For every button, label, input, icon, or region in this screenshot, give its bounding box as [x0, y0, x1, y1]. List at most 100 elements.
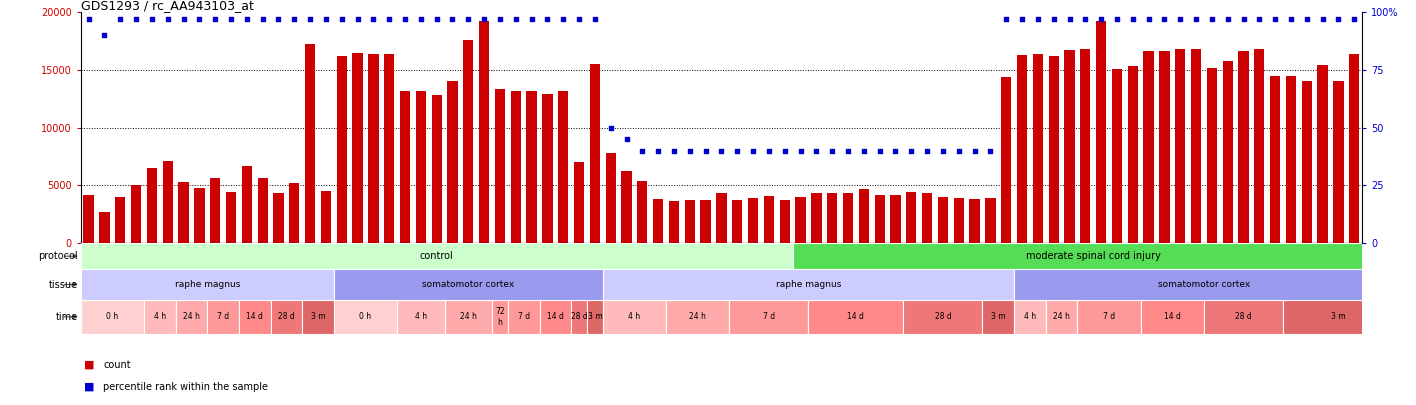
Bar — [1048, 56, 1059, 243]
Bar — [1222, 61, 1233, 243]
Bar — [763, 196, 775, 243]
Bar — [903, 300, 983, 334]
Bar — [1239, 51, 1249, 243]
Point — [235, 16, 258, 22]
Text: control: control — [419, 251, 453, 261]
Bar — [558, 91, 568, 243]
Bar — [368, 54, 378, 243]
Bar — [1317, 65, 1328, 243]
Bar — [1065, 50, 1075, 243]
Bar — [511, 91, 521, 243]
Point — [109, 16, 132, 22]
Text: 24 h: 24 h — [183, 312, 200, 322]
Text: 4 h: 4 h — [629, 312, 640, 322]
Bar — [1127, 66, 1138, 243]
Bar — [463, 40, 473, 243]
Point — [1137, 16, 1160, 22]
Point — [901, 147, 923, 154]
Text: 4 h: 4 h — [154, 312, 166, 322]
Bar — [1191, 49, 1201, 243]
Point — [709, 147, 733, 154]
Bar — [858, 189, 869, 243]
Bar — [732, 200, 742, 243]
Text: ■: ■ — [84, 360, 93, 369]
Text: 14 d: 14 d — [547, 312, 564, 322]
Bar — [606, 153, 616, 243]
Point — [916, 147, 939, 154]
Bar — [239, 300, 270, 334]
Point — [884, 147, 906, 154]
Point — [1296, 16, 1318, 22]
Bar — [491, 300, 508, 334]
Bar — [983, 300, 1014, 334]
Bar — [1141, 300, 1204, 334]
Bar — [508, 300, 539, 334]
Bar — [571, 300, 588, 334]
Bar — [479, 21, 490, 243]
Bar — [1046, 300, 1078, 334]
Point — [125, 16, 147, 22]
Bar — [970, 199, 980, 243]
Bar — [115, 197, 126, 243]
Point — [758, 147, 780, 154]
Bar — [194, 188, 204, 243]
Point — [742, 147, 765, 154]
Point — [1247, 16, 1270, 22]
Text: 3 m: 3 m — [310, 312, 326, 322]
Point — [678, 147, 701, 154]
Bar — [81, 243, 793, 269]
Bar — [1160, 51, 1170, 243]
Point — [473, 16, 496, 22]
Bar — [1286, 76, 1296, 243]
Bar — [843, 193, 854, 243]
Point — [1106, 16, 1129, 22]
Text: 7 d: 7 d — [1103, 312, 1116, 322]
Point — [932, 147, 954, 154]
Bar — [416, 91, 426, 243]
Bar — [527, 91, 537, 243]
Point — [504, 16, 527, 22]
Point — [442, 16, 464, 22]
Point — [330, 16, 353, 22]
Point — [663, 147, 685, 154]
Bar — [1078, 300, 1141, 334]
Point — [773, 147, 796, 154]
Bar — [796, 197, 806, 243]
Point — [299, 16, 321, 22]
Point — [868, 147, 891, 154]
Bar — [176, 300, 207, 334]
Bar — [622, 171, 632, 243]
Bar — [666, 300, 729, 334]
Bar — [144, 300, 176, 334]
Bar — [953, 198, 964, 243]
Text: 3 m: 3 m — [991, 312, 1005, 322]
Text: 28 d: 28 d — [278, 312, 295, 322]
Bar — [99, 212, 109, 243]
Bar — [227, 192, 236, 243]
Text: 4 h: 4 h — [415, 312, 426, 322]
Bar — [273, 193, 283, 243]
Bar — [685, 200, 695, 243]
Bar — [353, 53, 362, 243]
Bar — [210, 178, 221, 243]
Bar — [1255, 49, 1264, 243]
Bar — [304, 45, 316, 243]
Bar — [827, 193, 837, 243]
Point — [251, 16, 273, 22]
Point — [1090, 16, 1113, 22]
Text: 24 h: 24 h — [1054, 312, 1070, 322]
Bar — [1014, 269, 1393, 300]
Bar — [207, 300, 239, 334]
Bar — [668, 201, 680, 243]
Bar — [1144, 51, 1154, 243]
Bar — [1014, 300, 1046, 334]
Bar — [875, 194, 885, 243]
Bar — [81, 300, 144, 334]
Text: 28 d: 28 d — [935, 312, 952, 322]
Bar — [1270, 76, 1280, 243]
Point — [852, 147, 875, 154]
Text: 28 d: 28 d — [571, 312, 588, 322]
Point — [789, 147, 811, 154]
Text: somatomotor cortex: somatomotor cortex — [422, 280, 514, 289]
Point — [583, 16, 606, 22]
